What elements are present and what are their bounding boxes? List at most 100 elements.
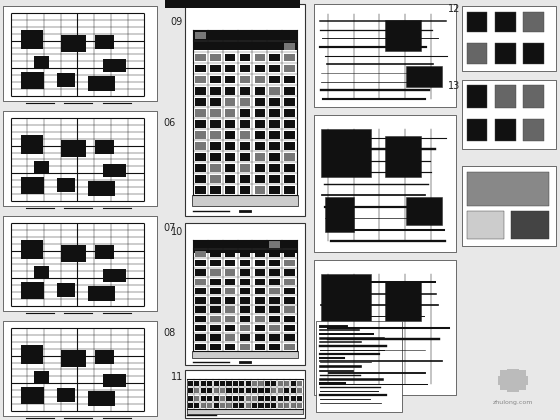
Bar (240, 288, 250, 294)
Bar (240, 43, 250, 50)
Bar (246, 388, 251, 394)
Bar (269, 186, 280, 194)
Bar (103, 59, 126, 72)
Bar (195, 251, 206, 257)
Bar (297, 396, 302, 401)
Bar (195, 175, 206, 183)
Bar (255, 65, 265, 72)
Bar (193, 30, 297, 50)
Bar (187, 409, 303, 414)
Bar (185, 4, 305, 216)
Bar (284, 98, 295, 105)
Bar (385, 281, 421, 321)
Bar (210, 153, 221, 161)
Bar (193, 240, 297, 253)
Bar (225, 269, 235, 276)
Bar (210, 334, 221, 341)
Bar (259, 381, 264, 386)
Bar (291, 403, 296, 409)
Bar (225, 334, 235, 341)
Bar (240, 109, 250, 117)
Bar (269, 306, 280, 313)
Bar (194, 381, 199, 386)
Bar (240, 278, 250, 285)
Bar (195, 32, 206, 39)
Bar (210, 131, 221, 139)
Bar (255, 251, 265, 257)
Bar (3, 216, 157, 311)
Bar (210, 316, 221, 322)
Bar (210, 288, 221, 294)
Bar (233, 403, 238, 409)
Bar (195, 186, 206, 194)
Bar (255, 43, 265, 50)
Bar (188, 388, 193, 394)
Bar (195, 306, 206, 313)
Bar (500, 384, 508, 390)
Bar (500, 370, 508, 376)
Bar (195, 297, 206, 304)
Text: 10: 10 (171, 227, 183, 237)
Bar (314, 4, 456, 107)
Bar (284, 65, 295, 72)
Bar (523, 118, 544, 141)
Bar (213, 388, 218, 394)
Bar (314, 260, 456, 395)
Bar (62, 244, 86, 262)
Bar (210, 297, 221, 304)
Bar (284, 43, 295, 50)
Bar (284, 164, 295, 172)
Bar (314, 116, 456, 252)
Bar (284, 54, 295, 61)
Bar (240, 269, 250, 276)
Bar (240, 325, 250, 331)
Bar (87, 391, 115, 407)
Bar (278, 396, 283, 401)
Bar (278, 388, 283, 394)
Bar (269, 54, 280, 61)
Bar (225, 54, 235, 61)
Bar (240, 334, 250, 341)
Bar (210, 32, 221, 39)
Bar (210, 142, 221, 150)
Bar (195, 54, 206, 61)
Bar (246, 403, 251, 409)
Bar (213, 381, 218, 386)
Bar (255, 316, 265, 322)
Bar (233, 388, 238, 394)
Bar (195, 98, 206, 105)
Bar (210, 164, 221, 172)
Bar (62, 349, 86, 367)
Bar (284, 396, 290, 401)
Bar (225, 65, 235, 72)
Bar (210, 241, 221, 248)
Bar (321, 274, 371, 321)
Bar (284, 288, 295, 294)
Bar (34, 56, 49, 68)
Bar (269, 269, 280, 276)
Bar (239, 403, 244, 409)
Bar (87, 76, 115, 92)
Bar (210, 186, 221, 194)
Bar (200, 396, 206, 401)
Bar (225, 87, 235, 94)
Bar (195, 260, 206, 266)
Bar (210, 65, 221, 72)
Bar (316, 321, 402, 412)
Bar (226, 403, 231, 409)
Bar (34, 266, 49, 278)
Bar (255, 325, 265, 331)
Bar (284, 403, 290, 409)
Bar (284, 316, 295, 322)
Bar (518, 370, 526, 376)
Bar (57, 178, 75, 192)
Bar (225, 241, 235, 248)
Bar (269, 120, 280, 128)
Bar (278, 381, 283, 386)
Bar (57, 284, 75, 297)
Bar (225, 175, 235, 183)
Bar (259, 388, 264, 394)
Bar (194, 403, 199, 409)
Bar (195, 43, 206, 50)
Bar (210, 269, 221, 276)
